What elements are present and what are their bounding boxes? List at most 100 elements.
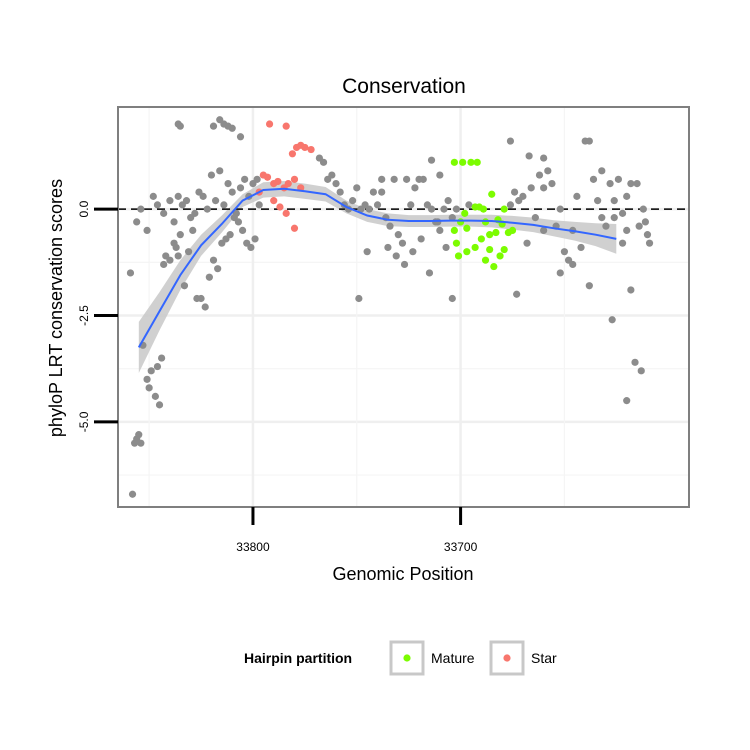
point-other [525, 152, 533, 160]
point-other [635, 222, 643, 230]
point-other [128, 490, 137, 498]
point-other [153, 362, 162, 371]
point-other [172, 243, 180, 252]
point-other [214, 265, 222, 273]
point-other [378, 188, 386, 196]
point-mature [492, 228, 500, 237]
point-mature [473, 158, 481, 166]
point-other [247, 243, 255, 252]
point-other [425, 269, 434, 277]
point-other [216, 167, 224, 175]
point-other [180, 282, 189, 290]
point-other [191, 209, 199, 217]
point-other [623, 192, 631, 200]
legend-entries: Mature Star [389, 640, 557, 676]
point-other [523, 239, 531, 247]
point-other [226, 231, 234, 239]
point-other [166, 197, 174, 205]
point-other [369, 188, 377, 196]
point-other [594, 197, 602, 205]
point-other [427, 156, 436, 164]
point-star [274, 177, 282, 186]
point-other [174, 192, 182, 200]
point-other [602, 222, 610, 230]
point-other [623, 226, 631, 235]
point-other [160, 260, 168, 269]
point-mature [490, 262, 498, 271]
point-other [577, 243, 585, 252]
point-other [166, 256, 174, 264]
point-other [184, 248, 193, 256]
point-other [386, 222, 394, 230]
point-other [170, 218, 178, 226]
point-other [398, 239, 407, 247]
point-other [353, 184, 361, 192]
point-other [548, 179, 556, 188]
point-star [297, 141, 305, 149]
point-other [328, 171, 336, 179]
point-star [282, 122, 290, 130]
point-other [573, 192, 581, 200]
point-other [232, 209, 240, 217]
point-other [189, 226, 197, 235]
point-other [623, 397, 631, 405]
point-other [228, 188, 236, 196]
point-other [452, 205, 461, 213]
point-other [176, 231, 184, 239]
point-other [151, 392, 159, 400]
point-star [290, 224, 299, 232]
point-other [531, 214, 539, 222]
point-other [618, 209, 627, 217]
point-other [355, 294, 363, 303]
point-other [556, 269, 564, 277]
point-other [411, 184, 419, 192]
axis-ticks: 0.0 -2.5 -5.0 33800 33700 [77, 200, 478, 554]
point-mature [496, 252, 504, 260]
point-other [608, 316, 616, 324]
point-mature [481, 256, 490, 264]
point-other [158, 354, 166, 362]
point-other [448, 214, 456, 222]
point-other [585, 282, 593, 290]
point-other [417, 235, 425, 243]
point-other [427, 205, 436, 213]
legend-swatch-star [503, 654, 511, 662]
point-other [643, 231, 652, 239]
point-other [153, 201, 162, 209]
x-tick-label: 33800 [236, 540, 270, 554]
point-other [556, 205, 564, 213]
point-other [540, 154, 548, 162]
point-mature [454, 252, 463, 260]
smooth-trend-line [137, 187, 617, 348]
point-other [143, 226, 151, 235]
point-other [444, 197, 452, 205]
point-other [135, 431, 143, 439]
point-other [143, 375, 151, 383]
point-other [209, 122, 218, 130]
point-other [373, 201, 382, 209]
point-other [182, 197, 191, 205]
legend-label-star: Star [531, 650, 557, 666]
point-other [197, 294, 205, 303]
point-other [394, 231, 402, 239]
point-other [363, 248, 371, 256]
point-other [199, 192, 207, 200]
point-other [627, 179, 635, 188]
point-other [436, 171, 444, 179]
point-star [290, 175, 299, 183]
point-other [610, 214, 618, 222]
point-other [400, 260, 409, 269]
point-mature [479, 205, 488, 213]
point-mature [471, 243, 479, 252]
point-other [207, 171, 216, 179]
point-other [569, 260, 577, 269]
point-mature [500, 205, 508, 213]
point-other [442, 243, 450, 252]
point-mature [461, 209, 469, 217]
point-mature [457, 218, 465, 226]
point-other [540, 184, 548, 192]
legend-label-mature: Mature [431, 650, 475, 666]
point-star [270, 197, 278, 205]
point-other [255, 201, 263, 209]
legend: Hairpin partition Mature Star [244, 640, 557, 676]
